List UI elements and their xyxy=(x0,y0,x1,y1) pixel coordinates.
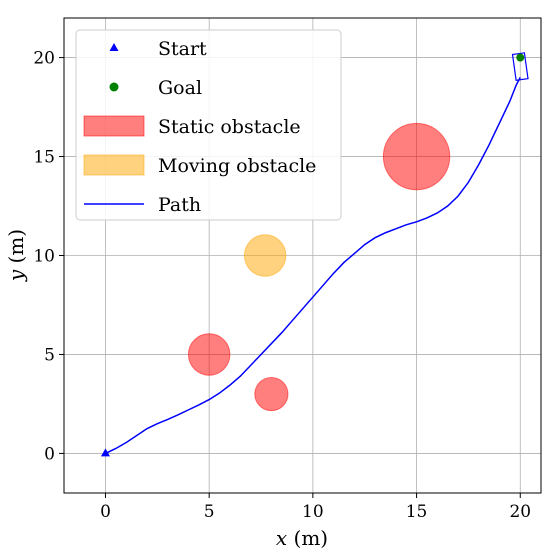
y-tick-label: 15 xyxy=(33,148,55,168)
goal-marker xyxy=(516,53,525,62)
y-tick-label: 20 xyxy=(33,49,55,69)
x-axis-label-var: x xyxy=(276,526,287,550)
static-obstacle xyxy=(187,333,231,376)
legend: Start Goal Static obstacle Moving obstacle P… xyxy=(75,29,342,221)
axis-ticks: 0 5 10 15 20 0 5 10 15 20 xyxy=(33,49,531,522)
legend-label-path: Path xyxy=(158,194,201,216)
y-axis-label-unit: (m) xyxy=(4,229,28,270)
y-axis-label-var: y xyxy=(4,269,28,282)
vehicle-box-outline xyxy=(511,52,529,81)
moving-obstacle xyxy=(243,234,287,277)
y-tick-label: 0 xyxy=(44,444,55,464)
legend-label-start: Start xyxy=(158,38,207,60)
y-tick-label: 5 xyxy=(44,345,55,365)
static-obstacle xyxy=(382,122,451,191)
vehicle-box xyxy=(511,52,529,81)
static-obstacle xyxy=(254,376,289,412)
legend-swatch-static-obstacle xyxy=(83,115,145,137)
x-axis-label-unit: (m) xyxy=(287,526,328,550)
y-tick-label: 10 xyxy=(33,247,55,267)
path-line xyxy=(105,77,521,455)
y-axis-label: y (m) xyxy=(4,229,28,282)
legend-swatch-start xyxy=(109,43,119,51)
x-tick-label: 20 xyxy=(509,502,531,522)
legend-label-moving-obstacle: Moving obstacle xyxy=(158,155,316,177)
plot-marks xyxy=(100,52,529,457)
x-axis-label: x (m) xyxy=(276,526,328,550)
x-tick-label: 15 xyxy=(406,502,428,522)
start-marker xyxy=(100,448,110,457)
x-tick-label: 5 xyxy=(204,502,215,522)
x-tick-label: 10 xyxy=(302,502,324,522)
legend-swatch-moving-obstacle xyxy=(83,154,145,176)
legend-label-static-obstacle: Static obstacle xyxy=(158,116,301,138)
legend-swatch-goal xyxy=(109,82,119,92)
x-tick-label: 0 xyxy=(100,502,111,522)
legend-label-goal: Goal xyxy=(158,77,202,99)
